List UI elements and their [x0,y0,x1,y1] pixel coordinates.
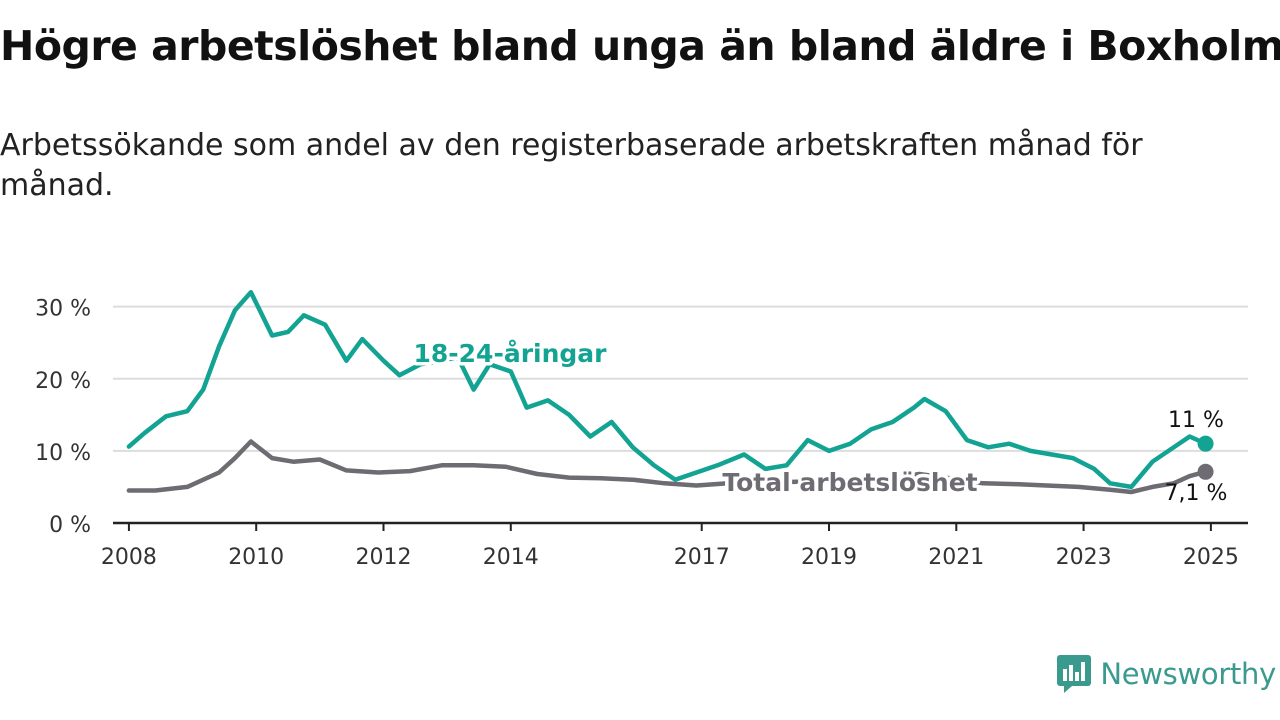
x-tick-label: 2008 [101,545,157,570]
series-label-youth: 18-24-åringar [414,339,608,368]
end-dot-total [1197,463,1214,480]
x-tick-label: 2021 [928,545,984,570]
x-tick-label: 2019 [801,545,857,570]
grid-lines [113,305,1248,525]
end-label-youth: 11 % [1168,408,1224,433]
end-dot-youth [1197,435,1214,452]
series-line-youth [126,289,1208,490]
line-chart: 0 % 10 % 20 % 30 % 2008 2010 2012 2014 2017 2019… [35,289,1248,570]
y-tick-label: 20 % [35,369,91,394]
series-labels: 7,1 % 11 % 18-24-åringar Total arbetslöshet [410,336,1228,507]
newsworthy-brand: Newsworthy [1056,654,1276,694]
x-tick-label: 2010 [228,545,284,570]
end-label-total: 7,1 % [1165,481,1228,506]
chart-title: Högre arbetslöshet bland unga än bland ä… [0,22,1280,70]
y-axis-ticks: 0 % 10 % 20 % 30 % [35,297,91,538]
x-tick-label: 2025 [1183,545,1239,570]
y-tick-label: 10 % [35,441,91,466]
x-tick-label: 2014 [483,545,539,570]
series-label-total: Total arbetslöshet [722,468,977,497]
y-tick-label: 30 % [35,297,91,322]
x-axis-ticks: 2008 2010 2012 2014 2017 2019 2021 2023 2025 [101,523,1239,570]
x-tick-label: 2023 [1056,545,1112,570]
chart-subtitle: Arbetssökande som andel av den registerb… [0,128,1143,203]
series-line-total [126,439,1208,495]
x-tick-label: 2017 [674,545,730,570]
x-tick-label: 2012 [355,545,411,570]
brand-name: Newsworthy [1100,657,1276,691]
newsworthy-logo-icon [1057,655,1092,693]
series-lines [126,289,1214,495]
y-tick-label: 0 % [49,513,91,538]
